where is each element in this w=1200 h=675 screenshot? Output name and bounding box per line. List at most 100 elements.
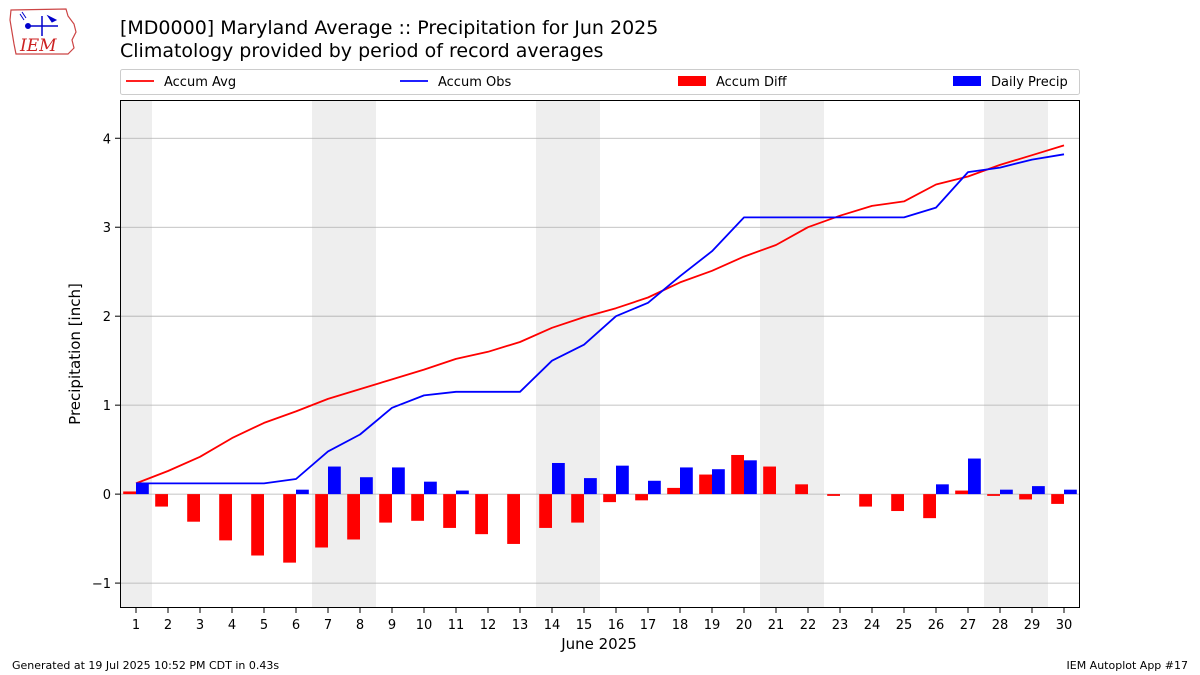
x-tick-label: 12 bbox=[480, 618, 497, 633]
x-axis-label: June 2025 bbox=[560, 635, 637, 653]
accum-diff-bar bbox=[379, 494, 392, 523]
weekend-band bbox=[760, 100, 792, 608]
accum-diff-bar bbox=[155, 494, 168, 507]
accum-diff-bar bbox=[795, 484, 808, 495]
accum-diff-bar bbox=[763, 466, 776, 495]
accum-diff-bar bbox=[123, 491, 136, 495]
daily-precip-bar bbox=[328, 466, 341, 495]
daily-precip-bar bbox=[1064, 489, 1077, 495]
accum-diff-bar bbox=[219, 494, 232, 541]
daily-precip-bar bbox=[968, 458, 981, 495]
chart-subtitle: Climatology provided by period of record… bbox=[120, 40, 604, 62]
accum-diff-bar bbox=[251, 494, 264, 556]
daily-precip-bar bbox=[744, 460, 757, 495]
accum-diff-bar bbox=[955, 490, 968, 495]
x-tick-label: 4 bbox=[228, 618, 236, 633]
x-tick-label: 25 bbox=[896, 618, 913, 633]
accum-diff-bar bbox=[443, 494, 456, 528]
accum-diff-bar bbox=[987, 494, 1000, 496]
x-tick-label: 18 bbox=[672, 618, 689, 633]
x-tick-label: 2 bbox=[164, 618, 172, 633]
y-tick-label: 1 bbox=[103, 399, 111, 414]
y-tick-label: 2 bbox=[103, 310, 111, 325]
daily-precip-bar bbox=[936, 484, 949, 495]
x-tick-label: 1 bbox=[132, 618, 140, 633]
logo-text: IEM bbox=[19, 36, 57, 56]
x-tick-label: 9 bbox=[388, 618, 396, 633]
x-tick-label: 13 bbox=[512, 618, 529, 633]
accum-diff-bar bbox=[283, 494, 296, 563]
accum-avg-line bbox=[135, 144, 1065, 485]
x-tick-label: 23 bbox=[832, 618, 849, 633]
weekend-band bbox=[792, 100, 824, 608]
legend-frame bbox=[120, 69, 1080, 95]
chart-title: [MD0000] Maryland Average :: Precipitati… bbox=[120, 17, 659, 39]
x-tick-label: 11 bbox=[448, 618, 465, 633]
x-tick-label: 19 bbox=[704, 618, 721, 633]
accum-diff-bar bbox=[667, 487, 680, 495]
accum-diff-bar bbox=[347, 494, 360, 540]
y-tick-label: 0 bbox=[103, 488, 111, 503]
weekend-band bbox=[536, 100, 568, 608]
iowa-state-outline bbox=[9, 8, 77, 55]
x-axis: 1 2 3 4 5 6 7 8 9 10 11 12 13 14 15 16 17 18 19 20 21 22 23 24 2… bbox=[132, 608, 1072, 633]
accum-diff-bar bbox=[1051, 494, 1064, 504]
x-tick-label: 21 bbox=[768, 618, 785, 633]
accum-diff-bar bbox=[475, 494, 488, 535]
x-tick-label: 3 bbox=[196, 618, 204, 633]
x-tick-label: 7 bbox=[324, 618, 332, 633]
x-tick-label: 20 bbox=[736, 618, 753, 633]
weekend-band bbox=[984, 100, 1016, 608]
daily-precip-bar bbox=[424, 481, 437, 495]
daily-precip-bar bbox=[136, 483, 149, 495]
legend-label-daily-precip: Daily Precip bbox=[991, 75, 1068, 90]
accum-diff-bar bbox=[187, 494, 200, 522]
series-lines bbox=[135, 144, 1065, 485]
daily-precip-bar bbox=[616, 465, 629, 495]
weekend-band bbox=[120, 100, 152, 608]
x-tick-label: 28 bbox=[992, 618, 1009, 633]
iem-logo: IEM bbox=[9, 8, 77, 56]
x-tick-label: 15 bbox=[576, 618, 593, 633]
daily-precip-bar bbox=[712, 469, 725, 495]
legend-label-accum-diff: Accum Diff bbox=[716, 75, 788, 90]
accum-diff-bar bbox=[1019, 494, 1032, 500]
daily-precip-bar bbox=[680, 467, 693, 495]
accum-diff-bar bbox=[571, 494, 584, 523]
y-tick-label: 4 bbox=[103, 132, 111, 147]
weekend-band bbox=[1016, 100, 1048, 608]
accum-obs-line bbox=[136, 153, 1065, 485]
x-tick-label: 27 bbox=[960, 618, 977, 633]
daily-precip-bar bbox=[648, 480, 661, 495]
generated-timestamp: Generated at 19 Jul 2025 10:52 PM CDT in… bbox=[12, 659, 280, 672]
x-tick-label: 8 bbox=[356, 618, 364, 633]
accum-diff-bar bbox=[891, 494, 904, 512]
bars bbox=[123, 454, 1077, 563]
weather-station-icon bbox=[19, 11, 58, 36]
x-tick-label: 17 bbox=[640, 618, 657, 633]
app-credit: IEM Autoplot App #17 bbox=[1066, 659, 1189, 672]
accum-diff-bar bbox=[411, 494, 424, 521]
plot-frame bbox=[120, 100, 1080, 608]
x-tick-label: 5 bbox=[260, 618, 268, 633]
weekend-band bbox=[568, 100, 600, 608]
daily-precip-bar bbox=[296, 489, 309, 495]
gridlines bbox=[120, 137, 1080, 584]
y-tick-label: −1 bbox=[92, 577, 111, 592]
x-tick-label: 29 bbox=[1024, 618, 1041, 633]
daily-precip-bar bbox=[1000, 489, 1013, 495]
x-tick-label: 26 bbox=[928, 618, 945, 633]
legend-swatch-daily-precip bbox=[953, 76, 981, 86]
daily-precip-bar bbox=[392, 467, 405, 495]
x-tick-label: 14 bbox=[544, 618, 561, 633]
accum-diff-bar bbox=[731, 454, 744, 495]
accum-diff-bar bbox=[507, 494, 520, 544]
accum-diff-bar bbox=[827, 494, 840, 496]
daily-precip-bar bbox=[456, 490, 469, 495]
legend-label-accum-obs: Accum Obs bbox=[438, 75, 511, 90]
legend: Accum Avg Accum Obs Accum Diff Daily Precip bbox=[120, 69, 1080, 95]
daily-precip-bar bbox=[1032, 486, 1045, 495]
x-tick-label: 24 bbox=[864, 618, 881, 633]
x-tick-label: 6 bbox=[292, 618, 300, 633]
